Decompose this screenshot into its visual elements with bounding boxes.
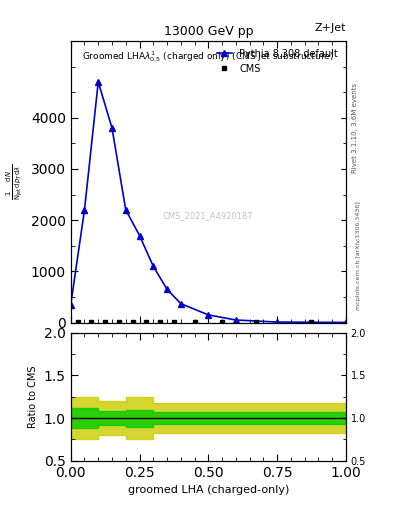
Line: Pythia 8.308 default: Pythia 8.308 default	[68, 79, 349, 325]
Legend: Pythia 8.308 default, CMS: Pythia 8.308 default, CMS	[214, 46, 341, 76]
Pythia 8.308 default	[110, 125, 114, 131]
Pythia 8.308 default	[137, 232, 142, 239]
Text: Groomed LHA$\lambda^{1}_{0.5}$ (charged only) (CMS jet substructure): Groomed LHA$\lambda^{1}_{0.5}$ (charged …	[82, 50, 334, 65]
Text: Rivet 3.1.10, 3.6M events: Rivet 3.1.10, 3.6M events	[352, 83, 358, 173]
Y-axis label: Ratio to CMS: Ratio to CMS	[28, 366, 39, 428]
Text: CMS_2021_A4920187: CMS_2021_A4920187	[163, 211, 253, 220]
Pythia 8.308 default	[165, 286, 169, 292]
X-axis label: groomed LHA (charged-only): groomed LHA (charged-only)	[128, 485, 289, 495]
Title: 13000 GeV pp: 13000 GeV pp	[163, 26, 253, 38]
Pythia 8.308 default	[82, 207, 87, 213]
Text: mcplots.cern.ch [arXiv:1306.3436]: mcplots.cern.ch [arXiv:1306.3436]	[356, 202, 361, 310]
Y-axis label: $\frac{1}{\mathrm{N_{jet}}} \frac{\mathrm{d}N}{\mathrm{d}p_T\,\mathrm{d}\lambda}: $\frac{1}{\mathrm{N_{jet}}} \frac{\mathr…	[5, 164, 25, 200]
Pythia 8.308 default	[123, 207, 128, 213]
Pythia 8.308 default	[68, 302, 73, 308]
Pythia 8.308 default	[178, 301, 183, 307]
Pythia 8.308 default	[96, 79, 101, 85]
Pythia 8.308 default	[206, 312, 211, 318]
Text: Z+Jet: Z+Jet	[314, 23, 346, 33]
Pythia 8.308 default	[275, 319, 279, 325]
Pythia 8.308 default	[233, 317, 238, 323]
Pythia 8.308 default	[343, 319, 348, 326]
Pythia 8.308 default	[151, 263, 156, 269]
